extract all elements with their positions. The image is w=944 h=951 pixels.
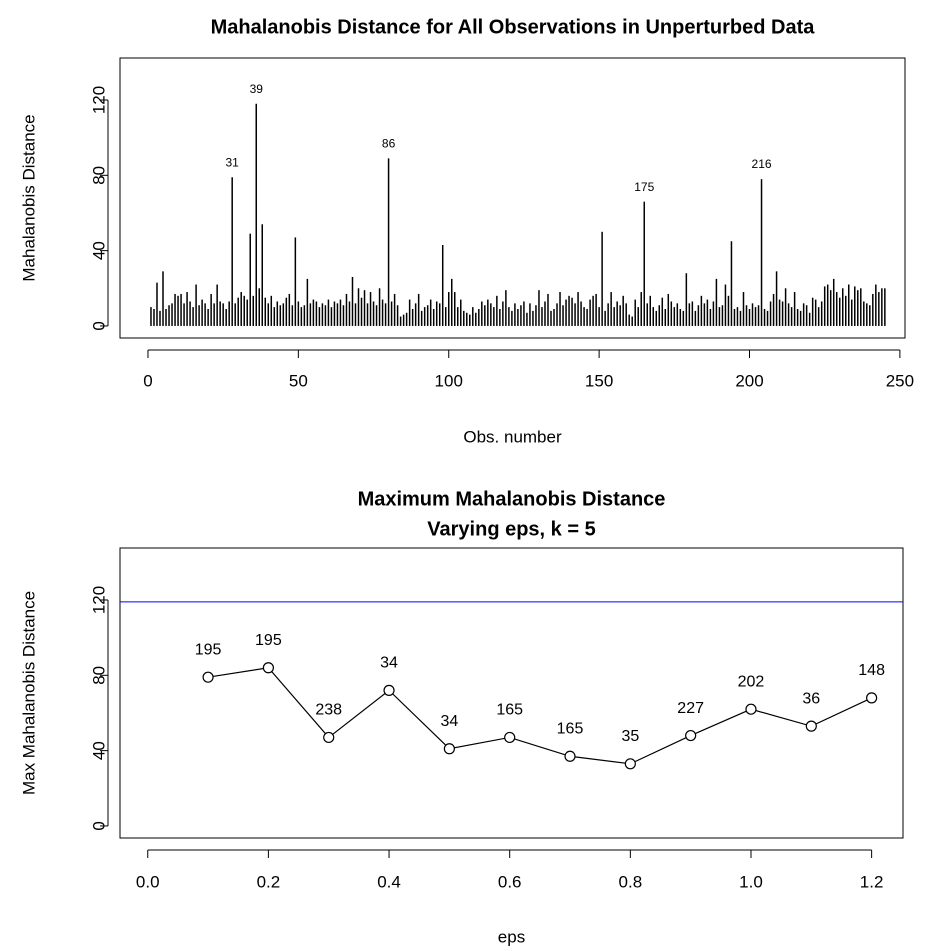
chart-title: Mahalanobis Distance for All Observation… xyxy=(211,16,816,38)
y-tick-label: 0 xyxy=(89,821,108,830)
x-tick-label: 200 xyxy=(735,371,763,390)
point-label: 195 xyxy=(195,641,222,658)
point xyxy=(866,692,878,704)
point-label: 86 xyxy=(382,137,396,151)
y-tick-label: 0 xyxy=(89,321,108,330)
x-tick-label: 0.6 xyxy=(498,872,522,891)
y-tick-label: 120 xyxy=(89,86,108,114)
point-label: 195 xyxy=(255,632,282,649)
x-tick-label: 0.2 xyxy=(257,872,281,891)
point-label: 34 xyxy=(380,655,398,672)
x-tick-label: 150 xyxy=(585,371,613,390)
point xyxy=(685,729,697,742)
point-label: 216 xyxy=(752,157,772,171)
point-label: 31 xyxy=(226,155,240,169)
x-tick-label: 250 xyxy=(886,371,914,390)
point xyxy=(504,731,516,744)
point-label: 165 xyxy=(557,720,584,737)
x-tick-label: 0.8 xyxy=(619,872,643,891)
point-label: 36 xyxy=(802,690,820,707)
chart-subtitle: Varying eps, k = 5 xyxy=(427,518,595,540)
chart-title: Maximum Mahalanobis Distance xyxy=(358,488,666,510)
point xyxy=(443,743,455,755)
point-label: 165 xyxy=(496,702,523,719)
point-label: 35 xyxy=(621,728,639,745)
x-tick-label: 0.4 xyxy=(377,872,401,891)
point-label: 175 xyxy=(634,180,654,194)
x-tick-label: 0 xyxy=(143,371,152,390)
y-tick-label: 80 xyxy=(89,666,108,685)
y-tick-label: 120 xyxy=(89,586,108,614)
y-axis-title: Mahalanobis Distance xyxy=(19,114,38,281)
y-axis-title: Max Mahalanobis Distance xyxy=(19,591,38,795)
point-label: 39 xyxy=(250,82,264,96)
point-label: 202 xyxy=(738,673,765,690)
x-tick-label: 1.0 xyxy=(739,872,763,891)
point xyxy=(202,671,214,683)
point-label: 238 xyxy=(315,702,342,719)
plot-box xyxy=(119,57,906,339)
y-tick-label: 80 xyxy=(89,166,108,185)
point-label: 34 xyxy=(440,713,458,730)
x-tick-label: 0.0 xyxy=(136,872,160,891)
x-axis-title: eps xyxy=(498,927,525,946)
point xyxy=(323,731,335,744)
point-label: 227 xyxy=(677,700,704,717)
point xyxy=(262,662,274,674)
x-axis-title: Obs. number xyxy=(463,427,562,446)
point xyxy=(805,720,817,732)
x-tick-label: 100 xyxy=(435,371,463,390)
point-label: 148 xyxy=(858,662,885,679)
plot-box xyxy=(119,547,904,839)
point xyxy=(383,684,395,696)
y-tick-label: 40 xyxy=(89,241,108,260)
x-tick-label: 50 xyxy=(289,371,308,390)
y-tick-label: 40 xyxy=(89,741,108,760)
point xyxy=(564,750,576,762)
x-tick-label: 1.2 xyxy=(860,872,884,891)
line xyxy=(207,667,872,765)
point xyxy=(745,703,757,715)
point xyxy=(624,758,636,770)
